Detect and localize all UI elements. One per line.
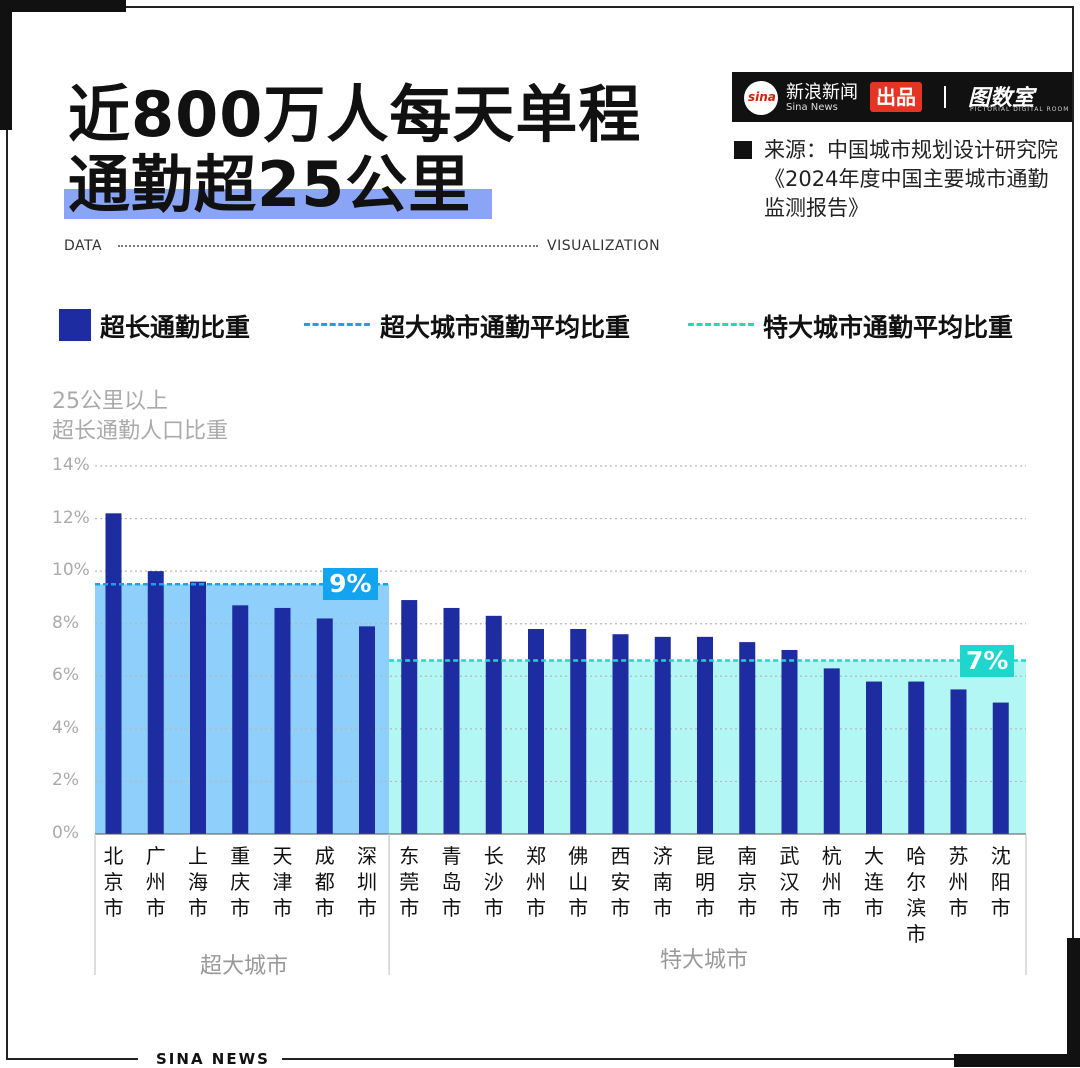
x-tick-label: 昆 明 市: [695, 844, 715, 920]
y-axis-title-line2: 超长通勤人口比重: [52, 419, 229, 444]
bar: [739, 642, 756, 834]
title-highlight: [64, 189, 492, 219]
frame-bottom-right-line: [282, 1058, 1074, 1060]
bar: [190, 581, 206, 834]
bar: [401, 600, 418, 834]
y-axis-title-line1: 25公里以上: [52, 389, 168, 414]
frame-right-line: [1072, 6, 1074, 1060]
bar: [105, 513, 122, 834]
bar: [274, 607, 291, 834]
frame-top-line: [0, 6, 1074, 8]
brand-name: 新浪新闻: [786, 82, 858, 103]
x-tick-label: 大 连 市: [864, 844, 884, 920]
bar: [866, 681, 882, 834]
footer-brand: SINA NEWS: [156, 1050, 270, 1068]
x-tick-label: 成 都 市: [314, 844, 335, 920]
y-tick-label: 10%: [52, 560, 90, 581]
tagline-dots: [118, 245, 538, 247]
visualization-label: VISUALIZATION: [547, 238, 661, 254]
brand-name-en: Sina News: [786, 102, 838, 113]
x-tick-label: 武 汉 市: [779, 844, 800, 920]
produced-badge: 出品: [870, 82, 922, 112]
bar: [654, 636, 671, 834]
y-tick-label: 4%: [52, 717, 79, 738]
bar: [528, 628, 544, 834]
bar: [612, 634, 629, 834]
group-label: 超大城市: [200, 954, 289, 979]
bar: [232, 605, 249, 834]
legend-bar-swatch: [59, 309, 91, 341]
brand-separator: [944, 86, 946, 108]
bar: [316, 618, 333, 834]
corner-top-left: [0, 0, 126, 12]
data-label: DATA: [64, 238, 103, 254]
frame-bottom-left-line: [6, 1058, 138, 1060]
legend-super-avg-swatch: [304, 323, 370, 326]
average-badge: 7%: [960, 644, 1015, 677]
x-tick-label: 上 海 市: [188, 844, 208, 920]
y-tick-label: 0%: [52, 823, 79, 843]
x-tick-label: 郑 州 市: [526, 844, 546, 920]
x-tick-label: 沈 阳 市: [990, 844, 1011, 920]
legend-mega-avg-swatch: [688, 323, 754, 326]
legend-bar-label: 超长通勤比重: [100, 313, 251, 342]
x-tick-label: 重 庆 市: [230, 844, 251, 920]
source-marker-icon: [734, 141, 752, 159]
bar: [950, 689, 967, 834]
room-logo: 图数室: [968, 86, 1035, 111]
sina-logo-icon: sina: [744, 81, 778, 115]
room-logo-en: PICTORIAL DIGITAL ROOM: [970, 106, 1070, 113]
x-tick-label: 北 京 市: [103, 844, 124, 920]
source-note: 来源：中国城市规划设计研究院《2024年度中国主要城市通勤监测报告》: [764, 138, 1058, 220]
corner-left-bar: [0, 0, 12, 130]
x-tick-label: 西 安 市: [610, 844, 631, 920]
legend-mega-avg-label: 特大城市通勤平均比重: [763, 313, 1014, 342]
x-tick-label: 哈 尔 滨 市: [906, 844, 927, 946]
brand-banner: sina 新浪新闻 Sina News 出品 图数室 PICTORIAL DIG…: [732, 72, 1072, 122]
bar: [443, 607, 460, 834]
bar: [147, 571, 164, 834]
x-tick-label: 天 津 市: [272, 844, 293, 920]
frame-left-line: [6, 6, 8, 1060]
x-tick-label: 佛 山 市: [568, 844, 589, 920]
x-tick-label: 南 京 市: [737, 844, 758, 920]
page-title-line2: 通勤超25公里: [68, 148, 472, 221]
bar: [992, 702, 1009, 834]
bar: [908, 681, 925, 834]
average-badge: 9%: [323, 568, 378, 601]
bar: [485, 615, 502, 834]
x-tick-label: 杭 州 市: [821, 844, 842, 920]
y-tick-label: 14%: [52, 455, 90, 475]
bar: [570, 628, 587, 834]
x-tick-label: 东 莞 市: [399, 844, 420, 920]
bar: [781, 650, 798, 834]
group-label: 特大城市: [660, 948, 749, 973]
bar: [823, 668, 840, 834]
bar: [697, 636, 713, 834]
x-tick-label: 广 州 市: [145, 844, 166, 920]
y-tick-label: 12%: [52, 507, 90, 528]
x-tick-label: 长 沙 市: [483, 844, 504, 920]
y-tick-label: 8%: [52, 612, 79, 633]
y-tick-label: 2%: [52, 770, 79, 791]
corner-right-bar: [1067, 938, 1080, 1067]
corner-bottom-right: [954, 1054, 1080, 1067]
x-tick-label: 济 南 市: [652, 844, 673, 920]
legend-super-avg-label: 超大城市通勤平均比重: [380, 313, 631, 342]
bar: [359, 626, 375, 834]
y-tick-label: 6%: [52, 665, 79, 686]
x-tick-label: 深 圳 市: [357, 844, 377, 920]
x-tick-label: 青 岛 市: [441, 844, 462, 920]
page-title-line1: 近800万人每天单程: [68, 78, 642, 151]
x-tick-label: 苏 州 市: [948, 844, 969, 920]
